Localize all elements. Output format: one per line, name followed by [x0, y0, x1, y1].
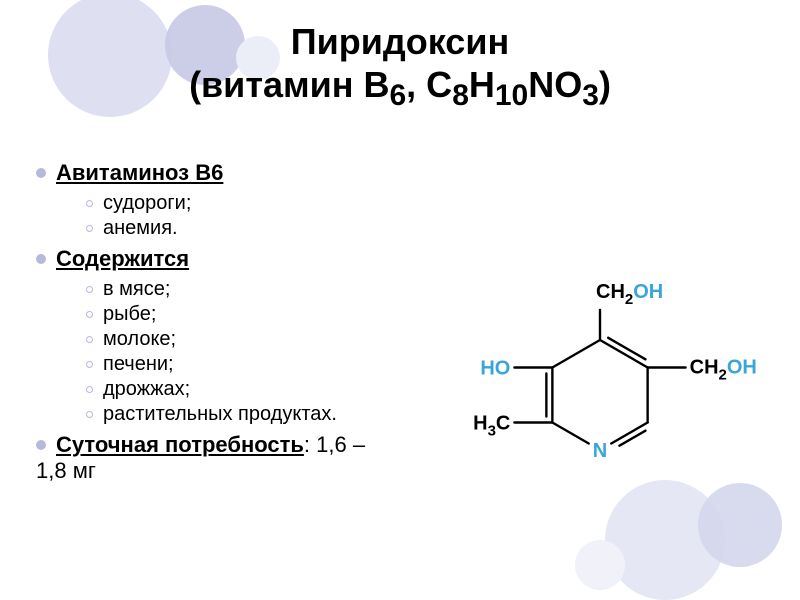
list-item-text: судороги; — [103, 192, 191, 214]
sub-bullet-icon — [86, 361, 93, 368]
slide-title: Пиридоксин (витамин В6, C8H10NO3) — [0, 20, 800, 114]
svg-text:N: N — [593, 440, 607, 462]
bullet-dot-icon — [36, 168, 46, 178]
list-item-text: рыбе; — [103, 303, 156, 325]
sub-bullet-icon — [86, 336, 93, 343]
list-item: судороги; — [86, 192, 396, 215]
list-item: в мясе; — [86, 278, 396, 301]
section-heading: Суточная потребность: 1,6 – 1,8 мг — [36, 432, 396, 484]
bullet-dot-icon — [36, 440, 46, 450]
pyridoxine-structure: N CH2OH CH2OH HO H3C — [440, 220, 770, 510]
list-item-text: анемия. — [103, 217, 178, 239]
list-item: дрожжах; — [86, 378, 396, 401]
sublist: судороги; анемия. — [86, 192, 396, 240]
section-heading: Содержится — [36, 246, 396, 272]
section-heading-text: Авитаминоз В6 — [56, 160, 223, 185]
section-heading-text: Содержится — [56, 246, 189, 271]
svg-text:HO: HO — [480, 358, 510, 380]
list-item-text: дрожжах; — [103, 378, 190, 400]
svg-text:CH2OH: CH2OH — [690, 357, 757, 384]
section-heading: Авитаминоз В6 — [36, 160, 396, 186]
list-item: анемия. — [86, 217, 396, 240]
molecule-diagram: N CH2OH CH2OH HO H3C — [440, 220, 770, 510]
list-item-text: молоке; — [103, 328, 176, 350]
slide: Пиридоксин (витамин В6, C8H10NO3) Авитам… — [0, 0, 800, 600]
sub-bullet-icon — [86, 200, 93, 207]
sublist: в мясе; рыбе; молоке; печени; дрожжах; растит… — [86, 278, 396, 426]
svg-text:H3C: H3C — [473, 413, 510, 440]
sub-bullet-icon — [86, 286, 93, 293]
sub-bullet-icon — [86, 311, 93, 318]
list-item: молоке; — [86, 328, 396, 351]
svg-text:CH2OH: CH2OH — [596, 281, 663, 308]
title-line-1: Пиридоксин — [0, 20, 800, 63]
bullet-dot-icon — [36, 254, 46, 264]
list-item-text: растительных продуктах. — [103, 403, 337, 425]
list-item: растительных продуктах. — [86, 403, 396, 426]
list-item-text: печени; — [103, 353, 174, 375]
sub-bullet-icon — [86, 386, 93, 393]
list-item-text: в мясе; — [103, 278, 170, 300]
list-item: рыбе; — [86, 303, 396, 326]
sub-bullet-icon — [86, 225, 93, 232]
title-line-2: (витамин В6, C8H10NO3) — [0, 63, 800, 114]
content-bullets: Авитаминоз В6 судороги; анемия. Содержится в… — [36, 160, 396, 490]
section-heading-text: Суточная потребность — [56, 432, 304, 457]
list-item: печени; — [86, 353, 396, 376]
sub-bullet-icon — [86, 411, 93, 418]
